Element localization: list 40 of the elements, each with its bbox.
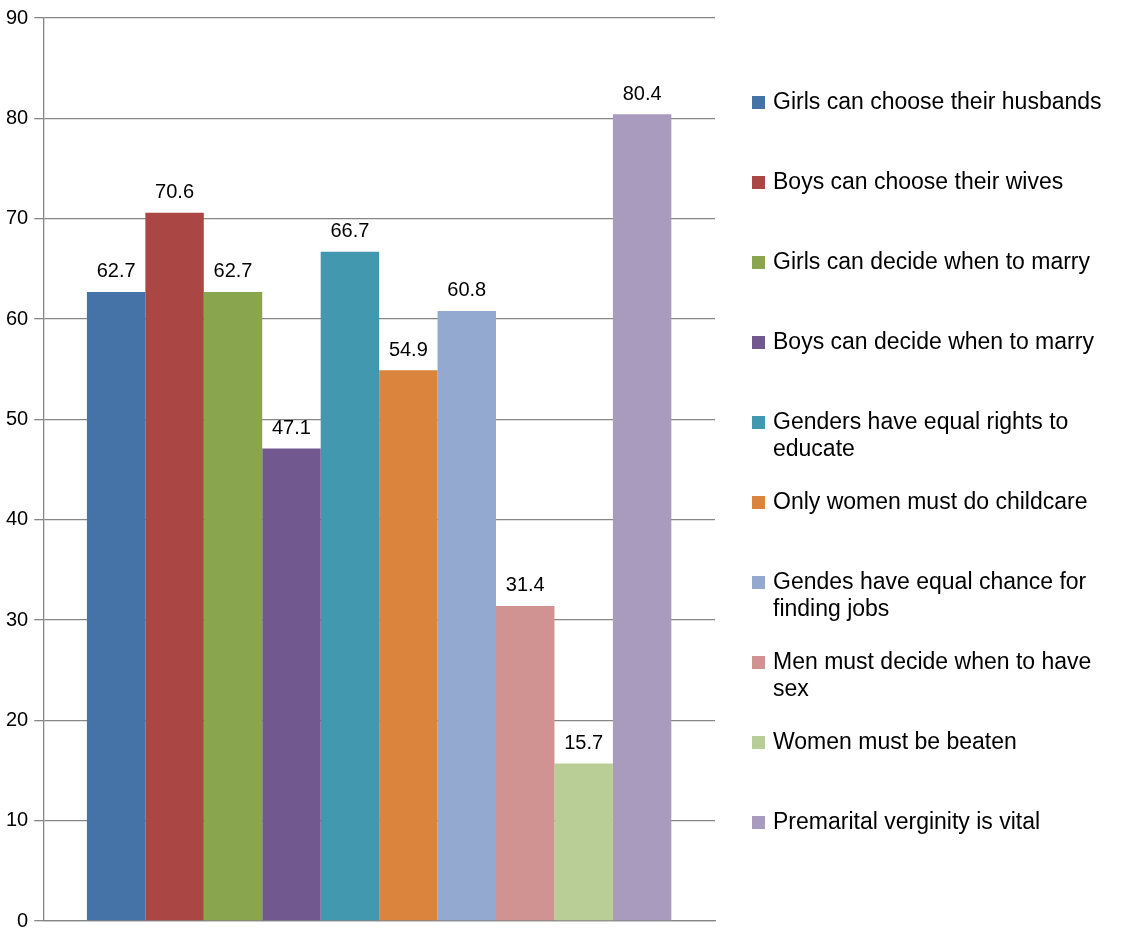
bar: [437, 310, 497, 921]
data-label: 62.7: [96, 259, 136, 282]
legend-label: Men must decide when to have sex: [773, 648, 1093, 702]
legend-label: Girls can choose their husbands: [773, 88, 1102, 115]
legend-label: Boys can decide when to marry: [773, 328, 1094, 355]
y-tick-label: 0: [17, 908, 29, 931]
y-tick-label: 10: [6, 808, 29, 831]
y-tick-label: 90: [6, 5, 29, 28]
data-label: 47.1: [271, 415, 311, 438]
data-label: 60.8: [447, 278, 487, 301]
bar: [86, 291, 146, 921]
data-label: 80.4: [622, 81, 662, 104]
legend-label: Premarital verginity is vital: [773, 808, 1041, 835]
bar: [145, 212, 204, 921]
data-label: 66.7: [330, 219, 370, 242]
legend-label: Genders have equal rights to educate: [773, 408, 1070, 462]
y-tick-label: 50: [6, 406, 29, 429]
data-label: 15.7: [564, 730, 604, 753]
bar: [262, 448, 321, 921]
data-label: 54.9: [388, 337, 428, 360]
data-label: 70.6: [155, 180, 195, 203]
data-label: 31.4: [505, 573, 545, 596]
y-tick-label: 70: [6, 206, 29, 229]
y-tick-label: 30: [6, 607, 29, 630]
bar: [612, 114, 672, 921]
y-tick-label: 20: [6, 707, 29, 730]
legend-label: Gendes have equal chance for finding jobs: [773, 568, 1088, 622]
bar: [496, 605, 555, 921]
data-label: 62.7: [213, 259, 253, 282]
legend-label: Boys can choose their wives: [773, 168, 1064, 195]
bar: [379, 370, 438, 921]
y-tick-label: 40: [6, 507, 29, 530]
legend-label: Girls can decide when to marry: [773, 248, 1091, 275]
y-tick-label: 80: [6, 105, 29, 128]
bar: [203, 291, 263, 921]
bar: [554, 763, 613, 921]
legend-label: Women must be beaten: [773, 728, 1017, 755]
y-tick-label: 60: [6, 306, 29, 329]
legend-label: Only women must do childcare: [773, 488, 1088, 515]
bar: [320, 251, 380, 921]
